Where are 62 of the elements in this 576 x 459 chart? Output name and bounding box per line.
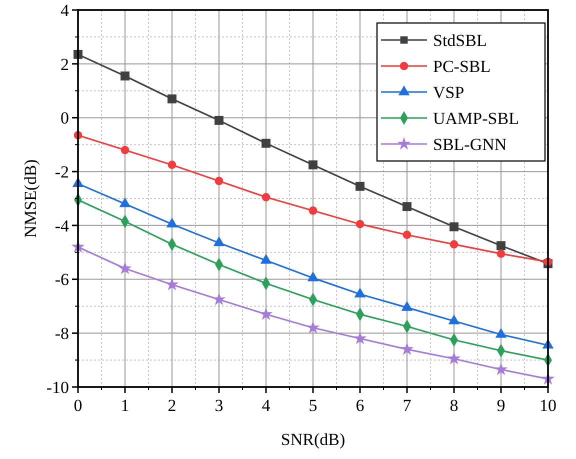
legend-label: StdSBL: [433, 30, 487, 50]
point: [120, 72, 130, 80]
point: [450, 222, 458, 232]
point: [166, 218, 178, 228]
y-tick-label: 4: [60, 0, 70, 20]
point: [496, 250, 506, 258]
point: [356, 220, 364, 228]
point: [308, 206, 318, 215]
point: [401, 301, 413, 311]
legend-label: UAMP-SBL: [433, 108, 519, 128]
point: [214, 176, 224, 186]
point: [496, 241, 506, 250]
x-tick-label: 4: [262, 396, 271, 415]
point: [262, 192, 270, 202]
point: [353, 332, 367, 344]
point: [450, 240, 458, 248]
y-axis-title: NMSE(dB): [21, 159, 40, 238]
point: [400, 342, 414, 355]
point: [165, 278, 179, 290]
point: [306, 320, 320, 334]
point: [214, 116, 224, 125]
point: [402, 230, 412, 240]
y-tick-label: -8: [54, 324, 69, 344]
x-tick-label: 6: [356, 396, 364, 415]
point: [262, 138, 270, 148]
legend-label: PC-SBL: [433, 56, 491, 76]
point: [354, 288, 366, 298]
x-tick-label: 7: [402, 396, 412, 415]
y-tick-label: -10: [46, 378, 69, 397]
point: [168, 94, 176, 104]
point: [212, 292, 226, 306]
point: [308, 160, 318, 170]
point: [356, 182, 364, 191]
legend-label: SBL-GNN: [433, 134, 507, 154]
point: [120, 146, 130, 154]
point: [494, 362, 508, 376]
point: [213, 236, 225, 246]
y-tick-label: -2: [54, 162, 69, 182]
y-tick-label: 0: [60, 108, 69, 128]
x-tick-label: 3: [214, 396, 224, 415]
x-tick-label: 2: [168, 396, 176, 415]
point: [448, 314, 460, 324]
y-tick-label: -4: [54, 216, 70, 236]
x-tick-label: 8: [450, 396, 458, 415]
y-tick-label: -6: [54, 270, 69, 290]
point: [307, 271, 319, 282]
point: [495, 328, 507, 338]
x-tick-label: 9: [496, 396, 506, 415]
point: [118, 262, 132, 274]
legend-label: VSP: [433, 82, 464, 102]
x-tick-label: 5: [308, 396, 318, 415]
point: [402, 202, 412, 212]
point: [168, 160, 176, 170]
point: [260, 254, 272, 264]
point: [259, 307, 273, 320]
x-axis-title: SNR(dB): [280, 430, 346, 449]
point: [447, 352, 461, 364]
point: [119, 197, 131, 208]
x-tick-label: 10: [540, 396, 556, 415]
x-tick-label: 1: [120, 396, 130, 415]
x-tick-label: 0: [74, 396, 82, 415]
y-tick-label: 2: [60, 54, 69, 74]
